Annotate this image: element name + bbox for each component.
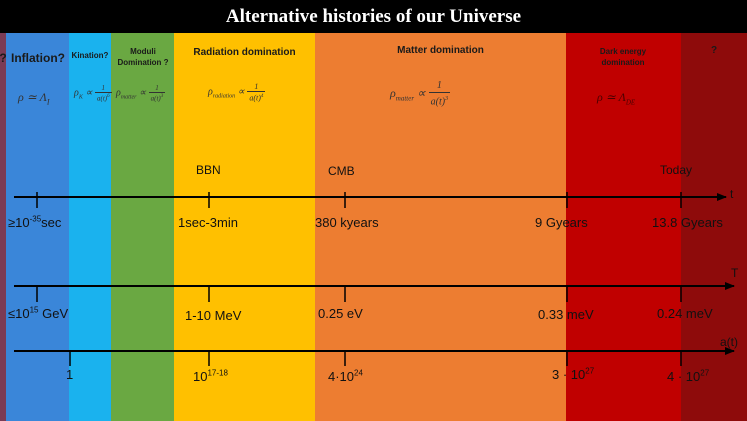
radiation-label: Radiation domination bbox=[193, 47, 296, 58]
inflation-formula: ρ ≃ ΛI bbox=[18, 90, 50, 107]
band-inflation bbox=[6, 33, 69, 421]
inflation-label: Inflation? bbox=[11, 51, 65, 65]
band-moduli bbox=[111, 33, 174, 421]
band-radiation bbox=[174, 33, 315, 421]
diagram-title: Alternative histories of our Universe bbox=[225, 6, 522, 27]
temperature-tick-label: 0.24 meV bbox=[657, 306, 713, 321]
future-label: ? bbox=[710, 45, 718, 56]
today-label: Today bbox=[660, 163, 693, 177]
band-dark-energy bbox=[566, 33, 681, 421]
matter-label: Matter domination bbox=[397, 45, 484, 56]
temperature-tick-label: 1-10 MeV bbox=[185, 308, 242, 323]
band-left-edge bbox=[0, 33, 6, 421]
time-tick-label: 9 Gyears bbox=[535, 215, 588, 230]
temperature-axis-ticks bbox=[36, 286, 682, 302]
bbn-label: BBN bbox=[196, 163, 221, 177]
radiation-formula: ρradiation ∝ 1 a(t)4 bbox=[208, 82, 266, 103]
question-left-label: ? bbox=[0, 51, 7, 65]
scale-factor-tick-label: 4·1024 bbox=[328, 368, 363, 384]
scale-factor-axis-ticks bbox=[69, 351, 682, 366]
time-tick-label: 380 kyears bbox=[315, 215, 379, 230]
scale-factor-axis-label: a(t) bbox=[720, 335, 738, 349]
moduli-formula: ρmatter ∝ 1 a(t)3 bbox=[116, 84, 166, 103]
time-axis-ticks bbox=[36, 192, 682, 208]
moduli-label: Moduli Domination ? bbox=[117, 47, 169, 67]
band-future bbox=[681, 33, 747, 421]
scale-factor-tick-label: 4 · 1027 bbox=[667, 368, 710, 384]
band-kination bbox=[69, 33, 111, 421]
band-matter bbox=[315, 33, 566, 421]
scale-factor-tick-label: 3 · 1027 bbox=[552, 366, 595, 382]
dark-energy-label: Dark energy domination bbox=[599, 47, 647, 67]
scale-factor-tick-label: 1 bbox=[66, 367, 74, 382]
temperature-tick-label: 0.25 eV bbox=[318, 306, 363, 321]
time-axis-label: t bbox=[730, 187, 734, 201]
time-tick-label: 1sec-3min bbox=[178, 215, 238, 230]
matter-formula: ρmatter ∝ 1 a(t)3 bbox=[390, 80, 451, 108]
time-tick-label: ≥10-35sec bbox=[8, 214, 62, 230]
dark-energy-formula: ρ ≃ ΛDE bbox=[597, 90, 636, 107]
temperature-tick-label: ≤1015 GeV bbox=[8, 305, 69, 321]
title-bar: Alternative histories of our Universe bbox=[0, 0, 747, 33]
cmb-label: CMB bbox=[328, 164, 355, 178]
kination-label: Kination? bbox=[71, 51, 109, 60]
kination-formula: ρK ∝ 1 a(t)6 bbox=[74, 84, 112, 103]
time-tick-label: 13.8 Gyears bbox=[652, 215, 723, 230]
temperature-axis-label: T bbox=[731, 266, 739, 280]
temperature-tick-label: 0.33 meV bbox=[538, 307, 594, 322]
scale-factor-tick-label: 1017-18 bbox=[193, 368, 228, 384]
